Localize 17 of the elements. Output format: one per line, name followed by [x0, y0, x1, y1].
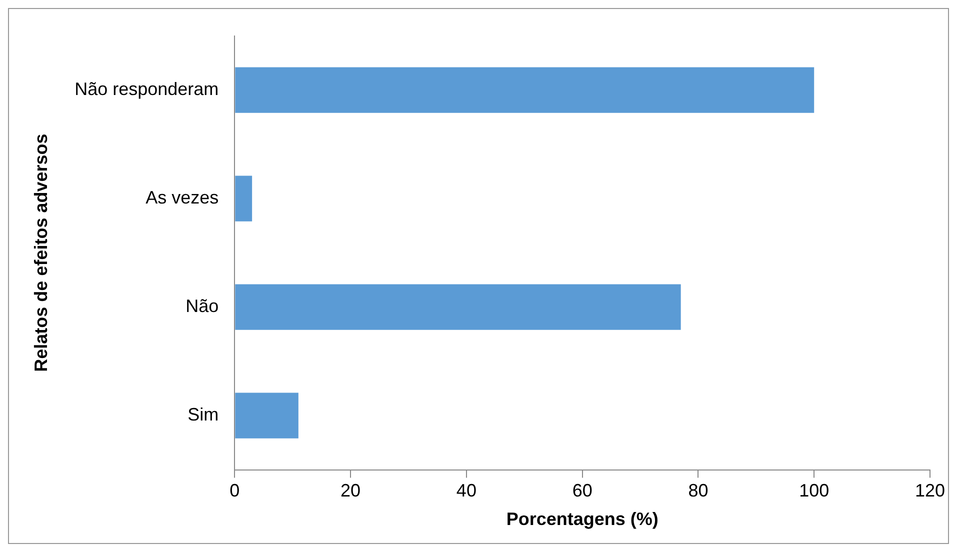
x-axis-title: Porcentagens (%): [506, 509, 658, 530]
bar: [235, 284, 681, 330]
x-tick-label: 120: [914, 480, 946, 501]
x-tick-label: 80: [688, 480, 708, 501]
x-tick-label: 20: [340, 480, 361, 501]
y-axis-title: Relatos de efeitos adversos: [30, 134, 51, 372]
x-tick-label: 40: [456, 480, 476, 501]
x-tick-label: 100: [799, 480, 830, 501]
x-tick-label: 0: [230, 480, 240, 501]
y-tick-label: As vezes: [146, 188, 219, 208]
y-tick-label: Sim: [188, 404, 219, 425]
bar: [235, 176, 252, 222]
bar: [235, 392, 298, 438]
y-tick-label: Não responderam: [74, 79, 219, 100]
x-tick-label: 60: [572, 480, 592, 501]
bar: [235, 67, 814, 113]
y-tick-label: Não: [186, 296, 219, 316]
